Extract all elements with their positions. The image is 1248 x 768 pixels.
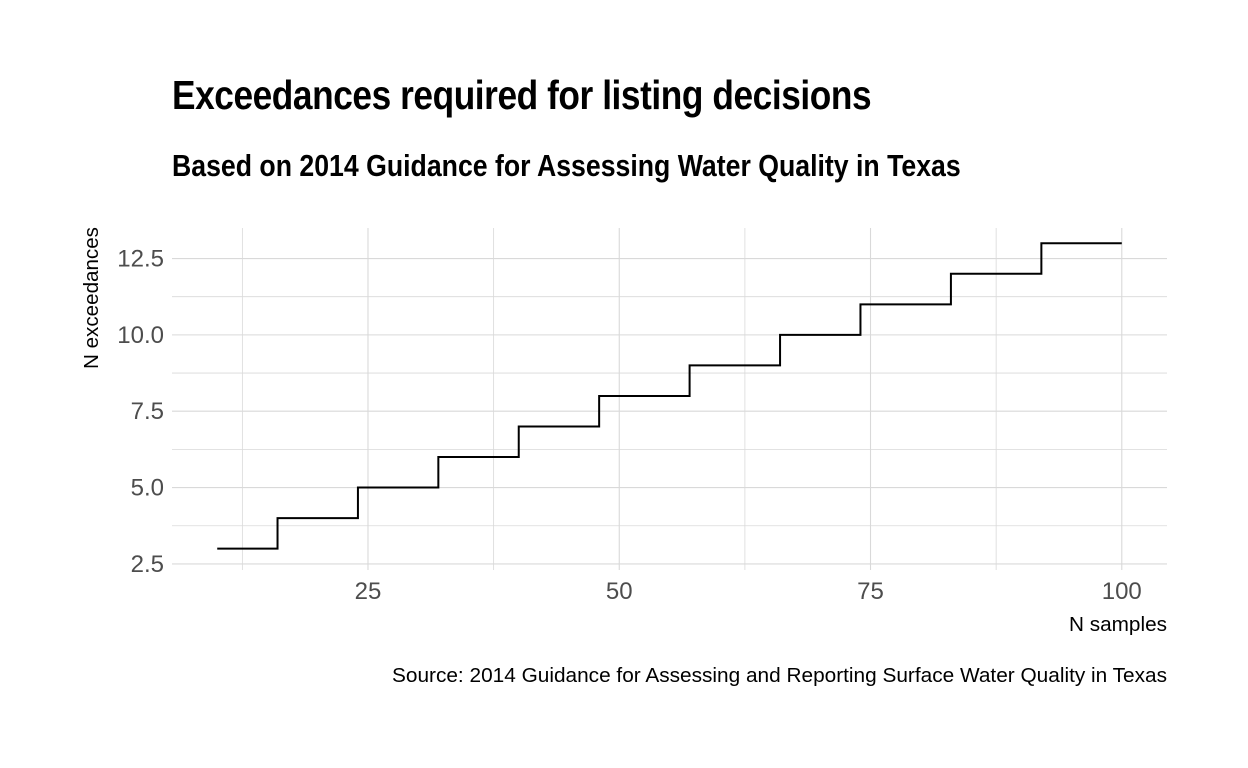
y-tick-label: 10.0 [117,322,164,349]
grid-layer [172,228,1167,570]
x-tick-label: 100 [1102,578,1142,605]
y-tick-labels: 2.5 5.0 7.5 10.0 12.5 [117,246,164,578]
y-tick-label: 5.0 [131,475,164,502]
chart-title: Exceedances required for listing decisio… [172,72,872,118]
y-tick-label: 2.5 [131,551,164,578]
x-axis-label: N samples [1069,614,1167,636]
x-tick-label: 50 [606,578,633,605]
y-tick-label: 12.5 [117,246,164,273]
chart-subtitle: Based on 2014 Guidance for Assessing Wat… [172,148,961,183]
chart-caption: Source: 2014 Guidance for Assessing and … [392,665,1167,687]
x-tick-labels: 25 50 75 100 [355,578,1142,605]
y-axis-label: N exceedances [81,227,103,369]
x-tick-label: 75 [857,578,884,605]
step-series [217,242,1122,550]
step-line [217,242,1122,550]
x-tick-label: 25 [355,578,382,605]
y-tick-label: 7.5 [131,398,164,425]
